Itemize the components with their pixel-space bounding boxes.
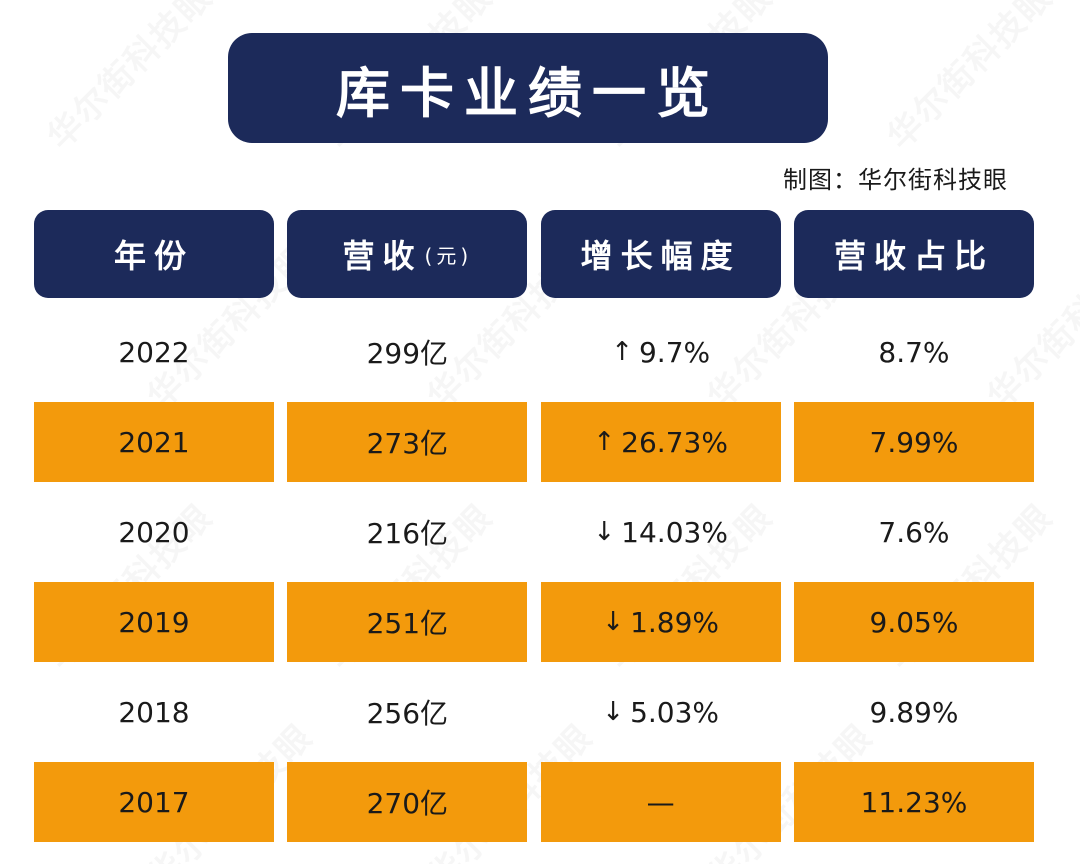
growth-value: 26.73% (621, 425, 728, 459)
cell-year: 2019 (34, 582, 274, 662)
cell-share: 9.89% (869, 695, 959, 729)
cell-share: 11.23% (793, 762, 1034, 842)
cell-year: 2017 (34, 762, 274, 842)
cell-growth: — (540, 762, 781, 842)
table-row: 2020 216亿 ↓ 14.03% 7.6% (34, 492, 1034, 572)
header-share: 营收占比 (793, 210, 1034, 298)
header-revenue: 营收 (元) (287, 210, 528, 298)
table-row: 2019 251亿 ↓ 1.89% 9.05% (34, 582, 1034, 662)
table-row: 2021 273亿 ↑ 26.73% 7.99% (34, 402, 1034, 482)
cell-revenue: 216亿 (366, 517, 449, 550)
header-share-label: 营收占比 (833, 237, 994, 275)
cell-growth: ↑ 26.73% (540, 402, 781, 482)
growth-value: 1.89% (630, 605, 720, 639)
cell-year: 2022 (118, 335, 190, 369)
header-revenue-unit: (元) (424, 243, 473, 268)
cell-share: 7.99% (793, 402, 1034, 482)
title-banner: 库卡业绩一览 (228, 33, 828, 143)
table-header-row: 年份 营收 (元) 增长幅度 营收占比 (34, 210, 1034, 298)
cell-share: 8.7% (878, 335, 950, 369)
growth-value: 9.7% (638, 335, 711, 369)
header-year-label: 年份 (113, 237, 194, 275)
arrow-down-icon: ↓ (593, 517, 616, 547)
cell-revenue: 256亿 (366, 697, 449, 730)
growth-value: 5.03% (630, 695, 720, 729)
table-row: 2022 299亿 ↑ 9.7% 8.7% (34, 312, 1034, 392)
cell-growth: ↑ 9.7% (541, 312, 781, 392)
table-body: 2022 299亿 ↑ 9.7% 8.7% 2021 273亿 ↑ 26.73% 7.99% 202… (34, 312, 1034, 842)
header-growth: 增长幅度 (540, 210, 781, 298)
header-revenue-label: 营收 (342, 237, 423, 275)
cell-revenue: 270亿 (287, 762, 528, 842)
arrow-down-icon: ↓ (602, 607, 625, 637)
cell-share: 7.6% (878, 515, 950, 549)
growth-value: 14.03% (621, 515, 728, 549)
arrow-up-icon: ↑ (611, 337, 633, 367)
cell-revenue: 273亿 (287, 402, 528, 482)
watermark-text: 华尔街科技眼 (874, 0, 1061, 158)
chart-credit: 制图：华尔街科技眼 (783, 166, 1008, 194)
performance-table: 年份 营收 (元) 增长幅度 营收占比 2022 299亿 ↑ 9.7% 8.7% 2021… (34, 210, 1034, 842)
cell-growth: ↓ 1.89% (540, 582, 781, 662)
cell-revenue: 299亿 (366, 337, 449, 370)
cell-year: 2021 (34, 402, 274, 482)
watermark-text: 华尔街科技眼 (34, 0, 221, 158)
cell-share: 9.05% (793, 582, 1034, 662)
table-row: 2017 270亿 — 11.23% (34, 762, 1034, 842)
header-growth-label: 增长幅度 (580, 237, 741, 275)
table-row: 2018 256亿 ↓ 5.03% 9.89% (34, 672, 1034, 752)
header-year: 年份 (34, 210, 274, 298)
arrow-up-icon: ↑ (593, 427, 616, 457)
cell-year: 2018 (118, 695, 190, 729)
cell-growth: ↓ 14.03% (541, 492, 781, 572)
cell-year: 2020 (118, 515, 190, 549)
cell-revenue: 251亿 (287, 582, 528, 662)
page-title: 库卡业绩一览 (336, 61, 720, 125)
growth-value: — (646, 785, 675, 819)
arrow-down-icon: ↓ (602, 697, 625, 727)
cell-growth: ↓ 5.03% (541, 672, 781, 752)
